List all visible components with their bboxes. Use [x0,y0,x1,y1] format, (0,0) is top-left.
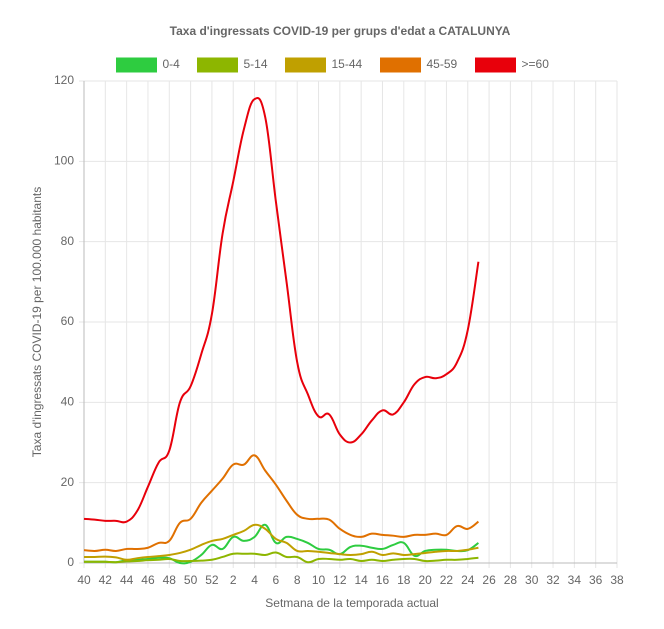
x-tick-label: 22 [440,573,454,587]
x-tick-label: 12 [333,573,347,587]
y-tick-label: 40 [61,395,75,409]
x-tick-label: 10 [312,573,326,587]
y-tick-label: 80 [61,234,75,248]
legend-swatch [380,57,421,73]
y-tick-label: 100 [54,154,74,168]
x-tick-label: 48 [163,573,177,587]
legend-swatch [116,57,157,73]
legend-label: 0-4 [163,57,181,71]
x-tick-label: 36 [589,573,603,587]
x-tick-label: 24 [461,573,475,587]
y-tick-label: 20 [61,475,75,489]
y-tick-label: 120 [54,73,74,87]
x-tick-label: 6 [273,573,280,587]
series-line [83,454,480,552]
x-tick-label: 44 [120,573,134,587]
series-line [83,97,480,524]
legend-swatch [475,57,516,73]
x-tick-label: 2 [230,573,237,587]
x-tick-label: 30 [525,573,539,587]
x-tick-label: 50 [184,573,198,587]
x-tick-label: 40 [77,573,91,587]
x-tick-label: 26 [482,573,496,587]
x-tick-label: 14 [354,573,368,587]
series-line [83,523,479,561]
x-tick-label: 18 [397,573,411,587]
legend-swatch [197,57,238,73]
y-tick-label: 60 [61,314,75,328]
x-tick-label: 16 [376,573,390,587]
legend-label: 15-44 [332,57,363,71]
legend-swatch [285,57,326,73]
chart-title: Taxa d'ingressats COVID-19 per grups d'e… [170,24,511,38]
series-line [84,551,479,564]
x-tick-label: 38 [610,573,624,587]
legend-label: 45-59 [427,57,458,71]
legend-label: >=60 [522,57,550,71]
x-tick-label: 4 [251,573,258,587]
x-tick-label: 20 [418,573,432,587]
y-axis-title: Taxa d'ingressats COVID-19 per 100.000 h… [30,187,44,457]
x-tick-label: 52 [205,573,219,587]
x-tick-label: 46 [141,573,155,587]
y-tick-label: 0 [67,555,74,569]
x-tick-label: 28 [504,573,518,587]
x-tick-label: 34 [568,573,582,587]
legend-label: 5-14 [244,57,268,71]
x-tick-label: 42 [99,573,113,587]
x-tick-label: 32 [546,573,560,587]
x-axis-title: Setmana de la temporada actual [265,596,438,610]
x-tick-label: 8 [294,573,301,587]
